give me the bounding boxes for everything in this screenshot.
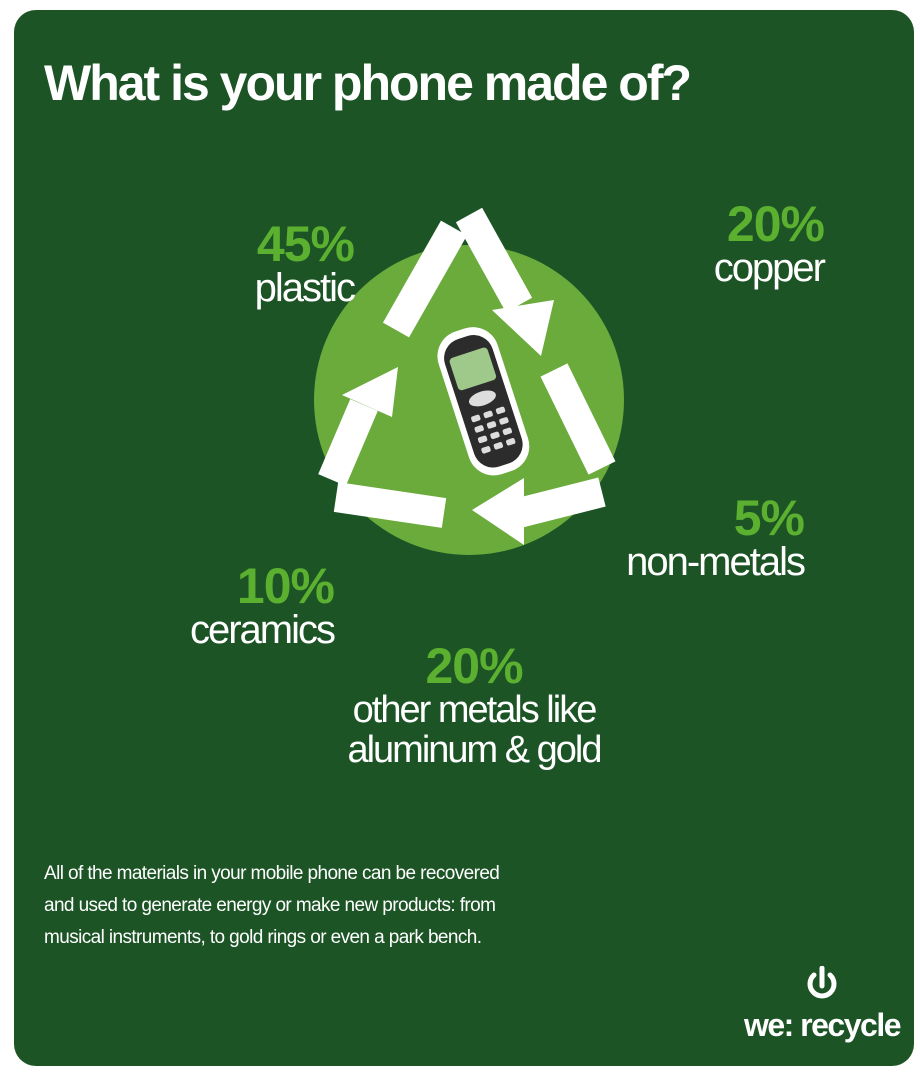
power-icon <box>807 965 837 999</box>
stat-plastic: 45% plastic <box>154 216 356 310</box>
footnote-line: musical instruments, to gold rings or ev… <box>44 927 482 948</box>
stat-percent: 45% <box>256 216 355 272</box>
stat-percent: 10% <box>236 558 335 614</box>
recycle-graphic <box>314 207 624 555</box>
stat-label: non-metals <box>626 540 806 584</box>
mobile-phone-icon <box>437 327 530 476</box>
stat-label-line1: other metals like <box>352 689 598 731</box>
stat-percent: 5% <box>733 490 805 546</box>
stat-label: ceramics <box>189 608 336 652</box>
stat-copper: 20% copper <box>614 196 826 290</box>
stat-non-metals: 5% non-metals <box>574 490 806 584</box>
footnote-line: All of the materials in your mobile phon… <box>44 863 500 884</box>
stat-label: plastic <box>254 266 356 310</box>
arrow-head-bottom <box>472 478 524 545</box>
stat-label: copper <box>713 246 826 290</box>
stat-other-metals: 20% other metals like aluminum & gold <box>304 638 644 771</box>
brand-name: we: recycle <box>743 1007 902 1043</box>
stat-ceramics: 10% ceramics <box>124 558 336 652</box>
infographic-card: What is your phone made of? <box>14 10 914 1066</box>
arrow-head-left <box>342 367 398 417</box>
page-title: What is your phone made of? <box>44 55 692 111</box>
arrow-head-right <box>492 300 554 356</box>
brand-logo: we: recycle <box>743 965 902 1044</box>
stat-percent: 20% <box>425 638 523 694</box>
stat-label-line2: aluminum & gold <box>347 729 602 771</box>
footnote: All of the materials in your mobile phon… <box>44 858 644 954</box>
footnote-line: and used to generate energy or make new … <box>44 895 496 916</box>
stat-percent: 20% <box>726 196 825 252</box>
recycle-icon <box>318 207 616 528</box>
